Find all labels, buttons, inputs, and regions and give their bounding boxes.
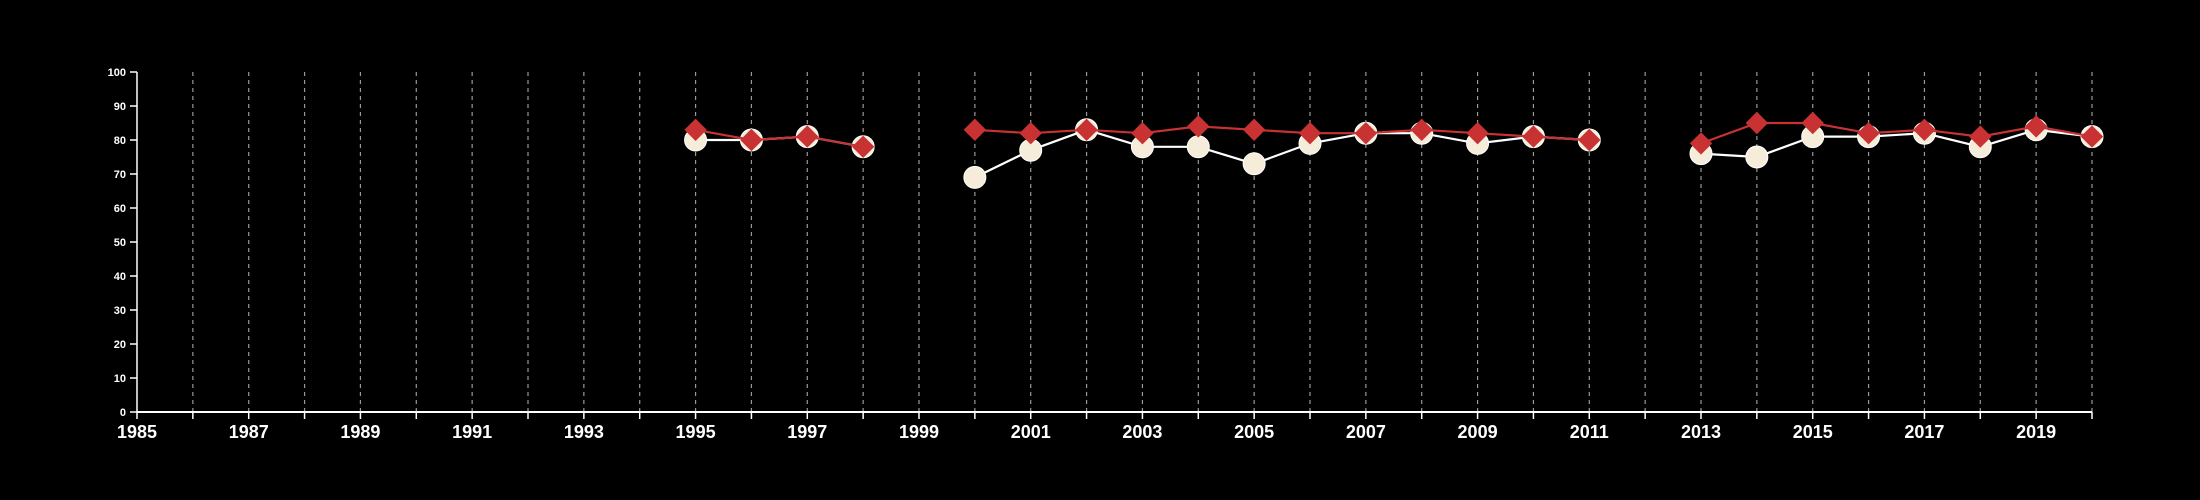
y-tick-label-30: 30 xyxy=(114,305,126,317)
series-1-point-2020 xyxy=(2080,125,2104,148)
series-0-point-2014 xyxy=(1745,145,1769,169)
series-1-point-2000 xyxy=(963,118,987,142)
y-tick-label-80: 80 xyxy=(114,135,126,147)
series-1-point-2017 xyxy=(1913,118,1936,142)
x-tick-label-1999: 1999 xyxy=(899,422,939,442)
series-1-point-2003 xyxy=(1131,121,1154,145)
x-tick-label-1993: 1993 xyxy=(564,422,604,442)
x-tick-label-2015: 2015 xyxy=(1793,422,1833,442)
x-tick-label-2007: 2007 xyxy=(1346,422,1386,442)
series-1-point-2008 xyxy=(1410,118,1433,142)
series-1-point-2007 xyxy=(1354,121,1378,145)
y-tick-label-90: 90 xyxy=(114,101,126,113)
series-1-point-1997 xyxy=(796,125,819,148)
x-tick-label-1989: 1989 xyxy=(340,422,380,442)
x-tick-label-1995: 1995 xyxy=(676,422,716,442)
series-1-point-1995 xyxy=(684,118,707,142)
x-tick-label-2009: 2009 xyxy=(1458,422,1498,442)
series-0 xyxy=(684,118,2104,189)
series-1-point-2001 xyxy=(1019,121,1042,145)
x-tick-label-1985: 1985 xyxy=(117,422,157,442)
series-1-point-2005 xyxy=(1242,118,1266,142)
series-1-point-2019 xyxy=(2024,115,2048,138)
series-0-point-2004 xyxy=(1186,135,1210,159)
y-tick-label-20: 20 xyxy=(114,339,126,351)
x-tick-label-2011: 2011 xyxy=(1570,422,1609,442)
series-1-point-2006 xyxy=(1298,121,1322,145)
series-1-point-2018 xyxy=(1969,125,1992,148)
y-tick-label-0: 0 xyxy=(120,407,126,419)
series-group xyxy=(684,111,2104,189)
series-1-line-0 xyxy=(695,128,864,148)
series-1-point-2014 xyxy=(1745,111,1769,135)
axes: 0 10 20 30 40 50 60 70 80 90 100 1985 1987 1989 1991 19… xyxy=(108,67,2093,442)
series-1-point-1996 xyxy=(740,128,763,152)
series-1-point-2016 xyxy=(1857,121,1880,145)
y-tick-label-40: 40 xyxy=(114,271,126,283)
series-0-line-1 xyxy=(974,128,1590,179)
y-tick-label-100: 100 xyxy=(108,67,126,79)
x-tick-label-2005: 2005 xyxy=(1234,422,1274,442)
series-1-point-2010 xyxy=(1522,125,1545,148)
series-0-point-2005 xyxy=(1242,152,1266,176)
series-0-point-2000 xyxy=(963,165,987,189)
y-tick-label-50: 50 xyxy=(114,237,126,249)
y-tick-label-60: 60 xyxy=(114,203,126,215)
y-tick-label-10: 10 xyxy=(114,373,126,385)
x-tick-label-1997: 1997 xyxy=(787,422,827,442)
series-1-point-2002 xyxy=(1075,118,1098,142)
y-tick-label-70: 70 xyxy=(114,169,126,181)
x-tick-label-2003: 2003 xyxy=(1122,422,1162,442)
series-1-point-1998 xyxy=(851,135,875,159)
x-tick-label-2017: 2017 xyxy=(1904,422,1944,442)
series-1-point-2009 xyxy=(1466,121,1489,145)
series-1-point-2004 xyxy=(1187,115,1210,138)
series-1 xyxy=(684,111,2104,159)
series-1-point-2011 xyxy=(1578,128,1601,152)
x-tick-label-2013: 2013 xyxy=(1681,422,1721,442)
series-1-point-2015 xyxy=(1801,111,1824,135)
x-tick-label-2001: 2001 xyxy=(1011,422,1051,442)
series-1-point-2013 xyxy=(1689,132,1713,155)
x-tick-label-1987: 1987 xyxy=(229,422,269,442)
x-tick-label-2019: 2019 xyxy=(2016,422,2056,442)
x-tick-label-1991: 1991 xyxy=(452,422,492,442)
